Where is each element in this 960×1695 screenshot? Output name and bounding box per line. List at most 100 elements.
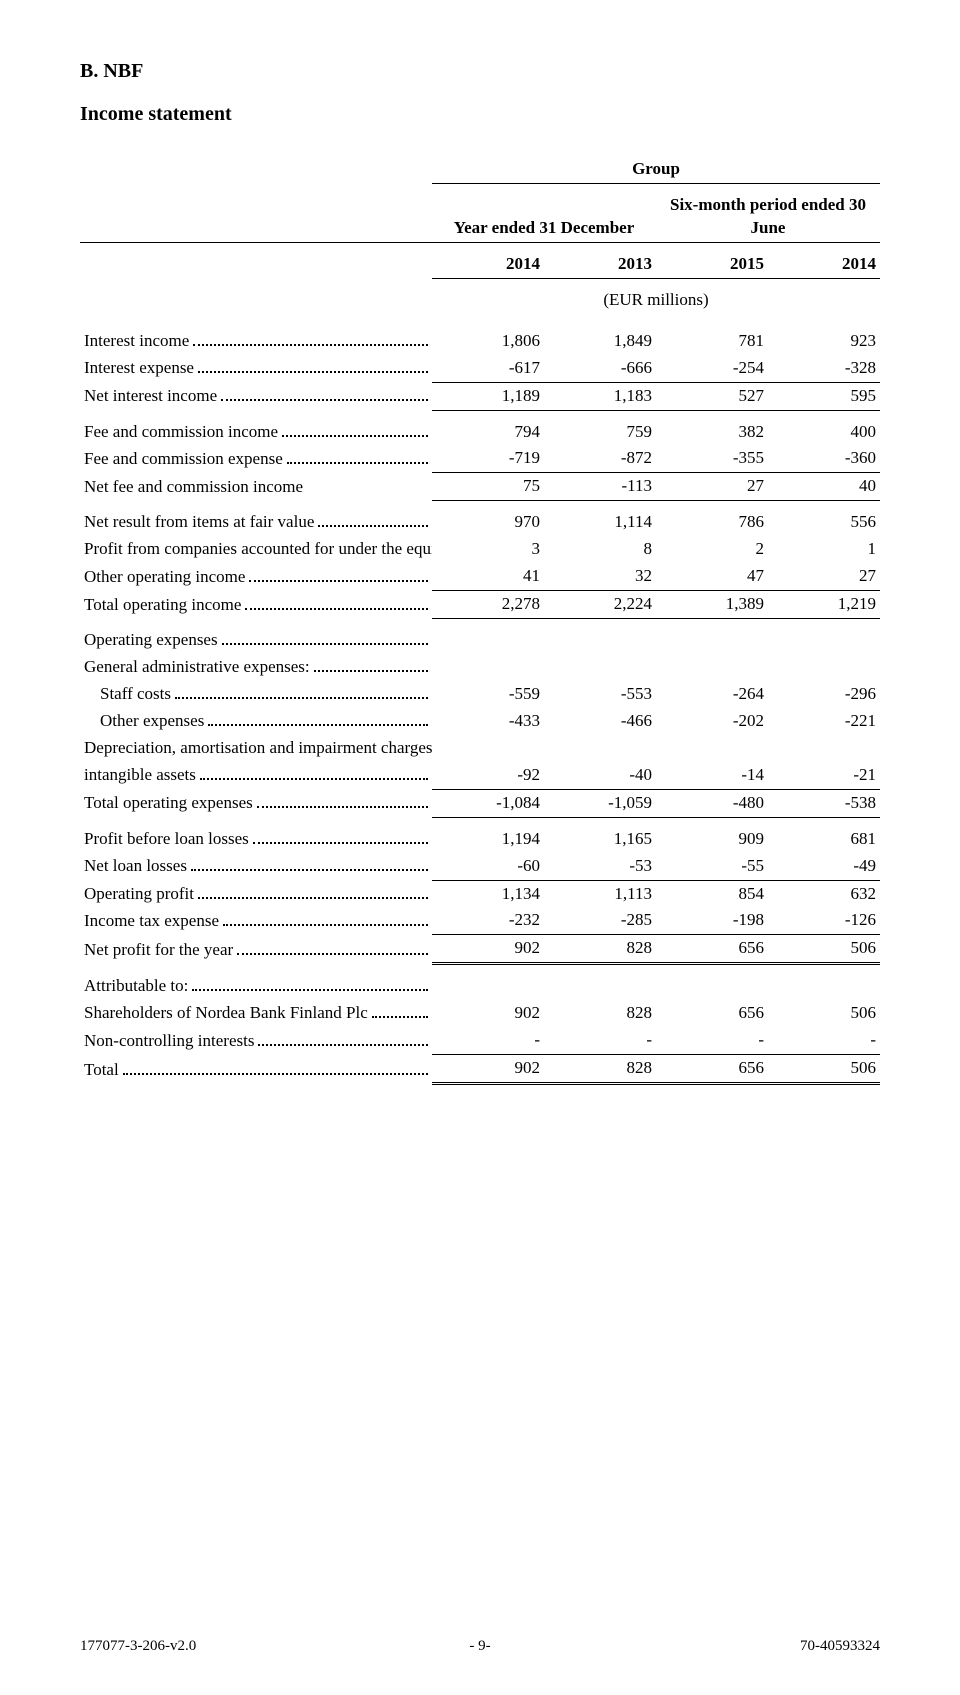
row-net-loan-losses: Net loan losses -60 -53 -55 -49 [80, 853, 880, 880]
cell: -49 [768, 853, 880, 880]
section-head: B. NBF [80, 60, 880, 83]
cell: - [656, 1027, 768, 1054]
header-year-ended: Year ended 31 December [432, 192, 656, 242]
row-other-op-income: Other operating income 41 32 47 27 [80, 563, 880, 590]
cell: 1,219 [768, 591, 880, 619]
label: Net interest income [84, 385, 221, 408]
label: Profit before loan losses [84, 828, 253, 851]
label: Net loan losses [84, 855, 191, 878]
row-total-op-expenses: Total operating expenses -1,084 -1,059 -… [80, 789, 880, 817]
header-years-row: 2014 2013 2015 2014 [80, 251, 880, 278]
cell: 1,113 [544, 880, 656, 907]
cell: 656 [656, 935, 768, 964]
label: Staff costs [84, 683, 175, 706]
cell: 794 [432, 419, 544, 446]
cell: -666 [544, 355, 656, 382]
cell: 506 [768, 935, 880, 964]
row-interest-expense: Interest expense -617 -666 -254 -328 [80, 355, 880, 382]
cell: 1,134 [432, 880, 544, 907]
cell: -538 [768, 789, 880, 817]
cell: 75 [432, 473, 544, 501]
cell: 382 [656, 419, 768, 446]
row-total: Total 902 828 656 506 [80, 1055, 880, 1084]
cell: -232 [432, 907, 544, 934]
cell: -14 [656, 762, 768, 789]
row-non-controlling: Non-controlling interests - - - - [80, 1027, 880, 1054]
label: Income tax expense [84, 910, 223, 933]
cell: 27 [768, 563, 880, 590]
label: Total operating expenses [84, 792, 257, 815]
cell: -264 [656, 681, 768, 708]
cell: 1,389 [656, 591, 768, 619]
label: Interest income [84, 330, 193, 353]
row-op-expenses-header: Operating expenses [80, 627, 880, 654]
cell: -92 [432, 762, 544, 789]
row-net-interest-income: Net interest income 1,189 1,183 527 595 [80, 382, 880, 410]
cell: 2 [656, 536, 768, 563]
cell: 1,849 [544, 328, 656, 355]
cell: -198 [656, 907, 768, 934]
cell: -480 [656, 789, 768, 817]
cell: 27 [656, 473, 768, 501]
label: Fee and commission income [84, 421, 282, 444]
row-net-profit: Net profit for the year 902 828 656 506 [80, 935, 880, 964]
label: Non-controlling interests [84, 1030, 258, 1053]
header-year-3: 2015 [656, 251, 768, 278]
cell: -53 [544, 853, 656, 880]
cell: 556 [768, 509, 880, 536]
row-profit-equity-method: Profit from companies accounted for unde… [80, 536, 880, 563]
page-footer: 177077-3-206-v2.0 - 9- 70-40593324 [80, 1638, 880, 1655]
cell: 506 [768, 1000, 880, 1027]
cell: 759 [544, 419, 656, 446]
footer-page-number: - 9- [80, 1638, 880, 1655]
cell: 1,165 [544, 826, 656, 853]
cell: -296 [768, 681, 880, 708]
row-shareholders: Shareholders of Nordea Bank Finland Plc … [80, 1000, 880, 1027]
cell: 909 [656, 826, 768, 853]
cell: 923 [768, 328, 880, 355]
label: intangible assets [84, 764, 200, 787]
header-year-2: 2013 [544, 251, 656, 278]
income-statement-table: Group Year ended 31 December Six-month p… [80, 156, 880, 1085]
cell: -355 [656, 445, 768, 472]
header-unit-label: (EUR millions) [432, 287, 880, 314]
row-other-expenses: Other expenses -433 -466 -202 -221 [80, 708, 880, 735]
cell: 1,114 [544, 509, 656, 536]
cell: 828 [544, 1055, 656, 1084]
cell: -55 [656, 853, 768, 880]
cell: -285 [544, 907, 656, 934]
label: Operating expenses [84, 629, 222, 652]
cell: 656 [656, 1055, 768, 1084]
label: Profit from companies accounted for unde… [84, 538, 432, 561]
cell: -719 [432, 445, 544, 472]
cell: 3 [432, 536, 544, 563]
cell: 1,189 [432, 382, 544, 410]
cell: 2,278 [432, 591, 544, 619]
header-period-row: Year ended 31 December Six-month period … [80, 192, 880, 242]
row-income-tax: Income tax expense -232 -285 -198 -126 [80, 907, 880, 934]
label: Other expenses [84, 710, 208, 733]
label: Attributable to: [84, 975, 192, 998]
header-year-4: 2014 [768, 251, 880, 278]
cell: 2,224 [544, 591, 656, 619]
row-net-result-fair-value: Net result from items at fair value 970 … [80, 509, 880, 536]
header-group-label: Group [432, 156, 880, 183]
cell: 786 [656, 509, 768, 536]
cell: -113 [544, 473, 656, 501]
row-interest-income: Interest income 1,806 1,849 781 923 [80, 328, 880, 355]
cell: -553 [544, 681, 656, 708]
cell: 400 [768, 419, 880, 446]
row-net-fee-comm-income: Net fee and commission income 75 -113 27… [80, 473, 880, 501]
cell: 40 [768, 473, 880, 501]
label: Total operating income [84, 594, 245, 617]
cell: 828 [544, 1000, 656, 1027]
label: Operating profit [84, 883, 198, 906]
cell: - [768, 1027, 880, 1054]
header-year-1: 2014 [432, 251, 544, 278]
cell: 41 [432, 563, 544, 590]
cell: -60 [432, 853, 544, 880]
label: Depreciation, amortisation and impairmen… [84, 737, 432, 760]
cell: -433 [432, 708, 544, 735]
page: B. NBF Income statement Group Year ended… [0, 0, 960, 1695]
cell: 32 [544, 563, 656, 590]
